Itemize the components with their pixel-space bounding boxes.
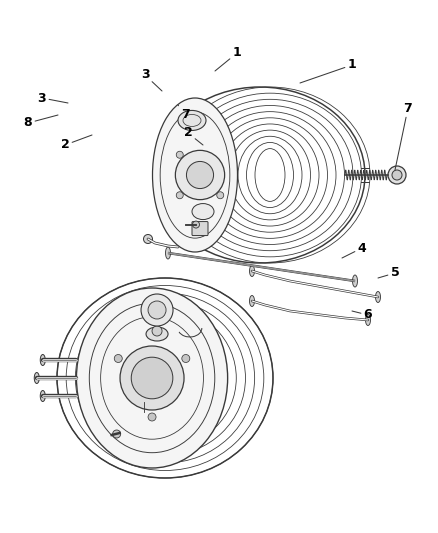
Text: 7: 7 (395, 101, 412, 170)
Circle shape (120, 346, 184, 410)
Text: 2: 2 (60, 135, 92, 151)
Circle shape (192, 221, 199, 228)
Circle shape (388, 166, 406, 184)
Text: 5: 5 (378, 266, 399, 279)
Ellipse shape (365, 314, 371, 326)
Circle shape (152, 326, 162, 336)
Circle shape (144, 235, 152, 244)
Ellipse shape (40, 391, 45, 401)
Ellipse shape (178, 110, 206, 131)
Ellipse shape (34, 373, 39, 384)
Text: 7: 7 (178, 105, 189, 122)
Text: 3: 3 (38, 92, 68, 104)
Text: 8: 8 (24, 115, 58, 130)
FancyBboxPatch shape (192, 222, 208, 236)
Text: 2: 2 (184, 126, 203, 145)
Circle shape (176, 192, 183, 199)
Ellipse shape (152, 98, 237, 252)
Ellipse shape (77, 288, 228, 468)
Text: 4: 4 (342, 241, 366, 258)
Text: 1: 1 (215, 46, 241, 71)
Text: 6: 6 (352, 309, 372, 321)
Circle shape (148, 413, 156, 421)
Text: 3: 3 (141, 69, 162, 91)
Circle shape (141, 294, 173, 326)
Circle shape (217, 192, 224, 199)
Ellipse shape (40, 354, 45, 366)
Circle shape (175, 150, 225, 200)
Ellipse shape (192, 204, 214, 220)
Circle shape (114, 354, 122, 362)
Ellipse shape (166, 247, 170, 259)
Circle shape (131, 357, 173, 399)
Circle shape (182, 354, 190, 362)
Circle shape (392, 170, 402, 180)
Ellipse shape (250, 265, 254, 277)
Ellipse shape (250, 295, 254, 306)
Circle shape (187, 161, 214, 189)
Text: 1: 1 (300, 59, 357, 83)
Circle shape (113, 430, 120, 438)
Ellipse shape (375, 292, 381, 303)
Circle shape (148, 301, 166, 319)
Ellipse shape (353, 275, 357, 287)
Circle shape (176, 151, 183, 158)
Ellipse shape (146, 327, 168, 341)
